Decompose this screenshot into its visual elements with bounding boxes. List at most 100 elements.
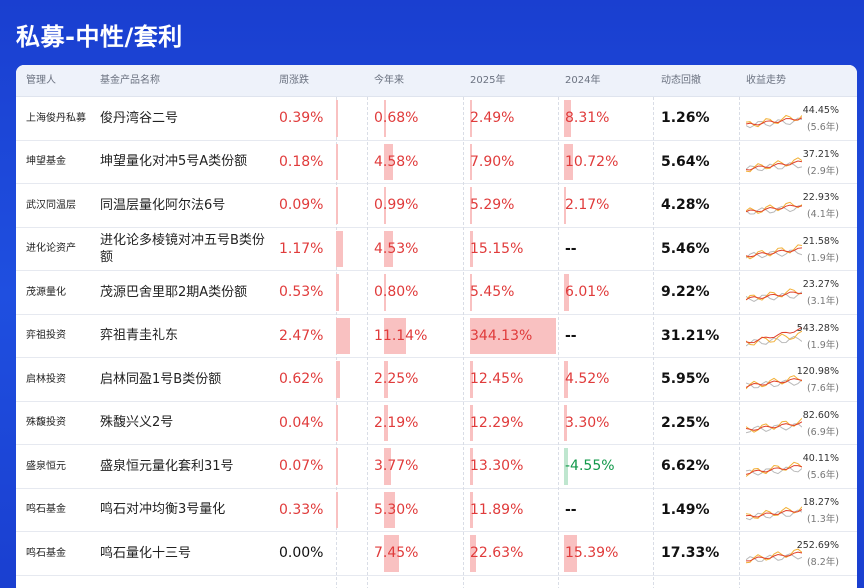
- header-weekly[interactable]: 周涨跌: [279, 75, 309, 86]
- return-sparkline[interactable]: [746, 147, 802, 179]
- value-bar: [336, 143, 338, 180]
- return-sparkline[interactable]: [746, 408, 802, 440]
- fund-name[interactable]: 同温层量化阿尔法6号: [100, 197, 226, 213]
- value-bar: [564, 187, 567, 224]
- ytd-cell: 0.99%: [374, 184, 418, 227]
- return-percent: 120.98%: [796, 366, 839, 377]
- weekly-cell: 0.33%: [279, 489, 323, 532]
- manager-name[interactable]: 进化论资产: [26, 243, 76, 255]
- sparkline-series: [746, 204, 802, 213]
- table-row[interactable]: 殊馥投资 殊馥兴义2号 0.04% 2.19% 12.29% 3.30% 2.25% 82.6…: [16, 402, 857, 445]
- manager-name[interactable]: 鸣石基金: [26, 547, 66, 559]
- value-bar: [470, 404, 474, 441]
- y2024-value: --: [565, 501, 577, 518]
- fund-name[interactable]: 坤望量化对冲5号A类份额: [100, 154, 248, 170]
- y2024-cell: --: [565, 228, 577, 271]
- ytd-value: 0.68%: [374, 110, 419, 127]
- fund-name[interactable]: 鸣石对冲均衡3号量化: [100, 502, 226, 518]
- y2024-value: 6.01%: [565, 284, 610, 301]
- return-percent: 543.28%: [796, 322, 839, 334]
- value-bar: [470, 317, 556, 354]
- table-row[interactable]: 鸣石基金 鸣石对冲均衡3号量化 0.33% 5.30% 11.89% -- 1.49% 18.…: [16, 489, 857, 532]
- manager-name[interactable]: 殊馥投资: [26, 417, 66, 429]
- header-2025[interactable]: 2025年: [470, 75, 506, 86]
- manager-name[interactable]: 弈祖投资: [26, 330, 66, 342]
- return-sparkline[interactable]: [746, 538, 802, 570]
- value-bar: [470, 274, 472, 311]
- manager-cell: 上海俊丹私募: [26, 97, 88, 140]
- table-row[interactable]: 坤望基金 坤望量化对冲5号A类份额 0.18% 4.58% 7.90% 10.72% 5.6…: [16, 141, 857, 184]
- ytd-value: 2.25%: [374, 371, 419, 388]
- table-row[interactable]: 上海俊丹私募 俊丹湾谷二号 0.39% 0.68% 2.49% 8.31% 1.26% 44.…: [16, 97, 857, 141]
- ytd-value: 4.58%: [374, 153, 419, 170]
- ytd-cell: 4.58%: [374, 141, 418, 184]
- return-sparkline[interactable]: [746, 451, 802, 483]
- value-bar: [564, 404, 567, 441]
- return-sparkline[interactable]: [746, 234, 802, 266]
- value-bar: [384, 491, 395, 528]
- manager-name[interactable]: 武汉同温层: [26, 199, 76, 211]
- y2024-cell: 8.31%: [565, 97, 609, 140]
- weekly-value: 0.04%: [279, 414, 324, 431]
- fund-name[interactable]: 鸣石量化十三号: [100, 545, 192, 561]
- return-sparkline[interactable]: [746, 321, 802, 353]
- header-drawdown[interactable]: 动态回撤: [661, 75, 701, 86]
- weekly-value: 0.18%: [279, 153, 324, 170]
- table-row[interactable]: 盛泉恒元 盛泉恒元量化套利31号 0.07% 3.77% 13.30% -4.55% 6.6…: [16, 445, 857, 489]
- fund-name[interactable]: 启林同盈1号B类份额: [100, 371, 222, 387]
- manager-name[interactable]: 茂源量化: [26, 286, 66, 298]
- fund-name[interactable]: 弈祖青圭礼东: [100, 328, 179, 344]
- ytd-cell: 0.68%: [374, 97, 418, 140]
- value-bar: [564, 100, 572, 137]
- table-row[interactable]: 茂源量化 茂源巴舍里耶2期A类份额 0.53% 0.80% 5.45% 6.01% 9.22…: [16, 271, 857, 315]
- header-ytd[interactable]: 今年来: [374, 75, 404, 86]
- drawdown-value: 6.62%: [661, 458, 710, 475]
- return-sparkline[interactable]: [746, 364, 802, 396]
- manager-name[interactable]: 上海俊丹私募: [26, 112, 86, 124]
- value-bar: [470, 491, 473, 528]
- manager-name[interactable]: 启林投资: [26, 373, 66, 385]
- weekly-value: 0.62%: [279, 371, 324, 388]
- y2024-cell: -4.55%: [565, 445, 615, 488]
- fund-name[interactable]: 进化论多棱镜对冲五号B类份额: [100, 232, 265, 265]
- table-row[interactable]: 进化论资产 进化论多棱镜对冲五号B类份额 1.17% 4.53% 15.15% -- 5.4…: [16, 228, 857, 271]
- manager-name[interactable]: 坤望基金: [26, 156, 66, 168]
- value-bar: [384, 448, 392, 485]
- fund-name[interactable]: 盛泉恒元量化套利31号: [100, 458, 234, 474]
- weekly-cell: 0.53%: [279, 271, 323, 314]
- header-trend[interactable]: 收益走势: [746, 75, 786, 86]
- fund-name[interactable]: 茂源巴舍里耶2期A类份额: [100, 284, 248, 300]
- y2024-value: -4.55%: [565, 458, 615, 475]
- table-row[interactable]: 武汉同温层 同温层量化阿尔法6号 0.09% 0.99% 5.29% 2.17% 4.28%…: [16, 184, 857, 228]
- fund-cell: 盛泉恒元量化套利31号: [100, 445, 270, 488]
- table-row[interactable]: 弈祖投资 弈祖青圭礼东 2.47% 11.14% 344.13% -- 31.21% 543.…: [16, 315, 857, 358]
- sparkline-series: [746, 204, 802, 215]
- sparkline-series: [746, 553, 802, 562]
- return-sparkline[interactable]: [746, 277, 802, 309]
- sparkline-series: [746, 375, 802, 390]
- fund-name[interactable]: 殊馥兴义2号: [100, 415, 174, 431]
- y2024-cell: 2.17%: [565, 184, 609, 227]
- value-bar: [564, 448, 568, 485]
- table-header: 管理人 基金产品名称 周涨跌 今年来 2025年 2024年 动态回撤 收益走势: [16, 65, 857, 97]
- manager-cell: 坤望基金: [26, 141, 88, 184]
- y2025-value: 7.90%: [470, 153, 515, 170]
- manager-name[interactable]: 盛泉恒元: [26, 460, 66, 472]
- header-fund-name[interactable]: 基金产品名称: [100, 75, 160, 86]
- ytd-cell: 5.30%: [374, 489, 418, 532]
- return-years: (1.3年): [806, 513, 839, 525]
- y2025-cell: 12.29%: [470, 402, 523, 445]
- ytd-cell: 7.45%: [374, 532, 418, 575]
- header-2024[interactable]: 2024年: [565, 75, 601, 86]
- table-row[interactable]: 启林投资 启林同盈1号B类份额 0.62% 2.25% 12.45% 4.52% 5.95%…: [16, 358, 857, 402]
- return-sparkline[interactable]: [746, 190, 802, 222]
- value-bar: [564, 361, 568, 398]
- return-sparkline[interactable]: [746, 103, 802, 135]
- value-bar: [384, 361, 389, 398]
- fund-cell: 同温层量化阿尔法6号: [100, 184, 270, 227]
- header-manager[interactable]: 管理人: [26, 75, 56, 86]
- manager-name[interactable]: 鸣石基金: [26, 504, 66, 516]
- return-sparkline[interactable]: [746, 495, 802, 527]
- table-row[interactable]: 鸣石基金 鸣石量化十三号 0.00% 7.45% 22.63% 15.39% 17.33% 2…: [16, 532, 857, 576]
- fund-name[interactable]: 俊丹湾谷二号: [100, 110, 179, 126]
